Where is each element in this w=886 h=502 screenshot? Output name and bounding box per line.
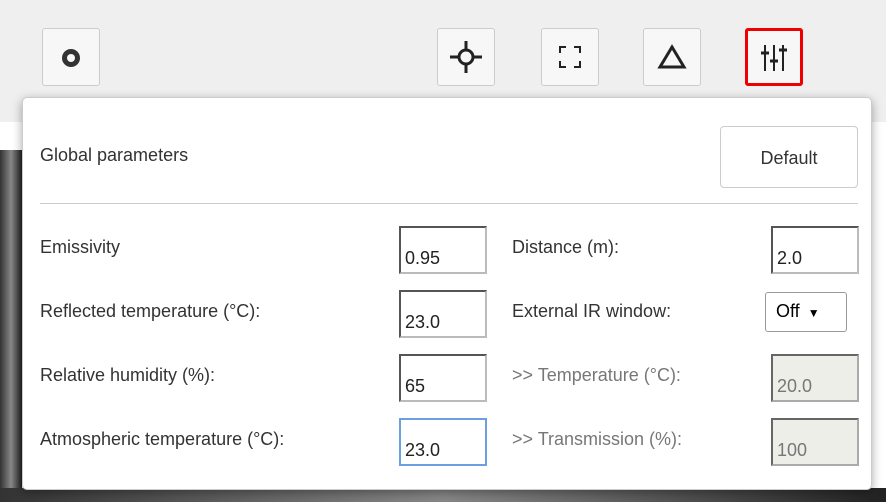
field-label: >> Transmission (%): <box>512 429 682 450</box>
text-input: 100 <box>771 418 859 466</box>
text-input[interactable]: 23.0 <box>399 290 487 338</box>
separator <box>40 203 858 204</box>
select-value: Off <box>776 301 800 321</box>
icon <box>43 29 99 85</box>
camera-button[interactable] <box>42 28 100 86</box>
background-image <box>0 150 22 502</box>
area-button[interactable] <box>541 28 599 86</box>
page: Global parameters Default Emissivity 0.95… <box>0 0 886 502</box>
settings-button[interactable] <box>745 28 803 86</box>
spot-button[interactable] <box>437 28 495 86</box>
icon <box>644 29 700 85</box>
field-label: Distance (m): <box>512 237 619 258</box>
select[interactable]: Off ▼ <box>765 292 847 332</box>
field-label: Reflected temperature (°C): <box>40 301 260 322</box>
field-label: Relative humidity (%): <box>40 365 215 386</box>
field-label: >> Temperature (°C): <box>512 365 681 386</box>
text-input: 20.0 <box>771 354 859 402</box>
default-button[interactable]: Default <box>720 126 858 188</box>
text-input[interactable]: 23.0 <box>399 418 487 466</box>
text-input[interactable]: 0.95 <box>399 226 487 274</box>
panel-title: Global parameters <box>40 145 188 166</box>
text-input[interactable]: 65 <box>399 354 487 402</box>
field-label: External IR window: <box>512 301 671 322</box>
dropdown-arrow: ▼ <box>808 306 820 320</box>
icon <box>542 29 598 85</box>
icon <box>748 31 800 83</box>
icon <box>438 29 494 85</box>
text-input[interactable]: 2.0 <box>771 226 859 274</box>
field-label: Emissivity <box>40 237 120 258</box>
field-label: Atmospheric temperature (°C): <box>40 429 284 450</box>
background-image <box>0 488 886 502</box>
settings-panel: Global parameters Default Emissivity 0.95… <box>22 97 872 490</box>
delta-button[interactable] <box>643 28 701 86</box>
